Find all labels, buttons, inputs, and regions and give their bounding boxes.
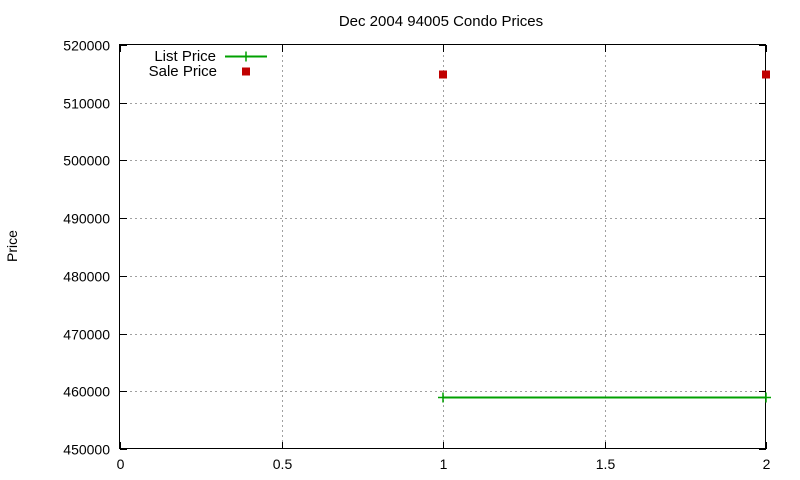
series-layer — [438, 70, 771, 403]
point-list-price — [761, 392, 771, 403]
legend-label-list-price: List Price — [154, 48, 216, 65]
grid-lines — [120, 45, 766, 449]
legend: List Price Sale Price — [149, 48, 267, 80]
y-axis-label: Price — [4, 230, 20, 262]
y-tick-label: 500000 — [63, 153, 110, 169]
legend-marker-list-price — [241, 51, 251, 62]
x-tick-label: 1.5 — [596, 456, 616, 472]
x-tick-label: 0.5 — [273, 456, 293, 472]
plot-frame — [119, 44, 766, 449]
point-list-price — [438, 392, 448, 403]
x-tick-label: 1 — [440, 456, 448, 472]
y-tick-label: 470000 — [63, 327, 110, 343]
x-tick-label: 2 — [763, 456, 771, 472]
point-sale-price — [439, 70, 447, 79]
y-tick-label: 450000 — [63, 442, 110, 458]
legend-label-sale-price: Sale Price — [149, 63, 217, 80]
y-tick-label: 460000 — [63, 384, 110, 400]
x-tick-label: 0 — [117, 456, 125, 472]
legend-marker-sale-price — [242, 67, 250, 76]
y-tick-label: 490000 — [63, 211, 110, 227]
chart-title: Dec 2004 94005 Condo Prices — [339, 13, 543, 30]
axis-ticks — [120, 45, 767, 450]
point-sale-price — [762, 70, 770, 79]
y-tick-label: 510000 — [63, 96, 110, 112]
y-tick-label: 520000 — [63, 38, 110, 54]
y-tick-label: 480000 — [63, 269, 110, 285]
y-tick-labels: 450000 460000 470000 480000 490000 500000 5100… — [63, 38, 110, 458]
x-tick-labels: 0 0.5 1 1.5 2 — [117, 456, 771, 472]
